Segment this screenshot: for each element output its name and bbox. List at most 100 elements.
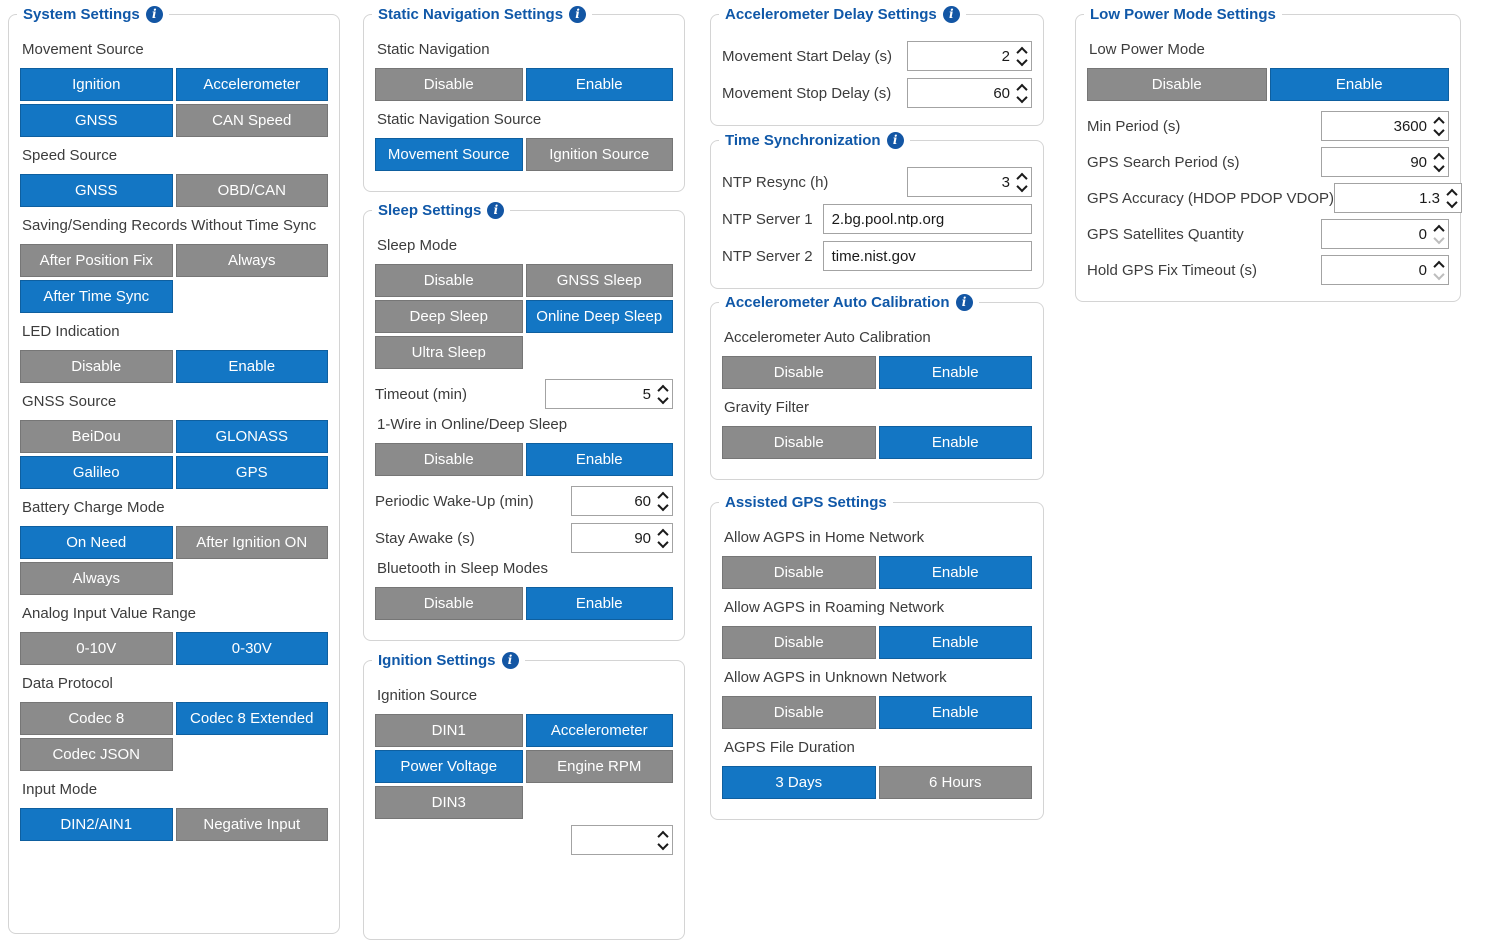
spinner-up[interactable] [657,491,669,503]
gps-search-period-s-input[interactable]: 90 [1321,147,1449,177]
spinner-up[interactable] [1433,260,1445,272]
toggle-can-speed[interactable]: CAN Speed [175,104,328,137]
gps-accuracy-hdop-pdop-vdop-input[interactable]: 1.3 [1334,183,1463,213]
toggle-after-time-sync[interactable]: After Time Sync [20,280,173,313]
spinner-up[interactable] [657,830,669,842]
toggle-codec-8-extended[interactable]: Codec 8 Extended [175,702,328,735]
toggle-always[interactable]: Always [20,562,173,595]
toggle-always[interactable]: Always [175,244,328,277]
toggle-disable[interactable]: Disable [722,556,876,589]
spinner-up[interactable] [1016,172,1028,184]
toggle-gps[interactable]: GPS [175,456,328,489]
info-icon[interactable]: i [886,132,904,149]
toggle-din2-ain1[interactable]: DIN2/AIN1 [20,808,173,841]
spinner-up[interactable] [657,528,669,540]
toggle-disable[interactable]: Disable [722,426,876,459]
spinner-up[interactable] [1433,224,1445,236]
x-input[interactable] [571,825,673,855]
toggle-enable[interactable]: Enable [878,696,1032,729]
toggle-ignition-source[interactable]: Ignition Source [525,138,673,171]
info-icon[interactable]: i [487,202,505,219]
toggle-ultra-sleep[interactable]: Ultra Sleep [375,336,523,369]
ntp-server-1-input[interactable]: 2.bg.pool.ntp.org [822,204,1032,234]
toggle-online-deep-sleep[interactable]: Online Deep Sleep [525,300,673,333]
info-icon[interactable]: i [942,6,960,23]
spinner-down[interactable] [657,499,669,511]
toggle-disable[interactable]: Disable [375,587,523,620]
movement-start-delay-s-input[interactable]: 2 [907,41,1032,71]
toggle-disable[interactable]: Disable [20,350,173,383]
spinner-down[interactable] [1433,268,1445,280]
toggle-accelerometer[interactable]: Accelerometer [175,68,328,101]
info-icon[interactable]: i [955,294,973,311]
toggle-codec-8[interactable]: Codec 8 [20,702,173,735]
spinner-up[interactable] [1446,188,1458,200]
toggle-enable[interactable]: Enable [525,68,673,101]
toggle-galileo[interactable]: Galileo [20,456,173,489]
toggle-after-position-fix[interactable]: After Position Fix [20,244,173,277]
hold-gps-fix-timeout-s-input[interactable]: 0 [1321,255,1449,285]
toggle-enable[interactable]: Enable [175,350,328,383]
stay-awake-s-input[interactable]: 90 [571,523,673,553]
toggle-after-ignition-on[interactable]: After Ignition ON [175,526,328,559]
toggle-enable[interactable]: Enable [878,426,1032,459]
spinner-down[interactable] [1016,180,1028,192]
toggle-disable[interactable]: Disable [722,356,876,389]
toggle-power-voltage[interactable]: Power Voltage [375,750,523,783]
info-icon[interactable]: i [145,6,163,23]
gps-satellites-quantity-input[interactable]: 0 [1321,219,1449,249]
spinner-up[interactable] [1433,152,1445,164]
toggle-gnss[interactable]: GNSS [20,104,173,137]
toggle-gnss[interactable]: GNSS [20,174,173,207]
toggle-gnss-sleep[interactable]: GNSS Sleep [525,264,673,297]
toggle-din1[interactable]: DIN1 [375,714,523,747]
toggle-deep-sleep[interactable]: Deep Sleep [375,300,523,333]
toggle-disable[interactable]: Disable [375,443,523,476]
toggle-enable[interactable]: Enable [525,443,673,476]
periodic-wake-up-min-input[interactable]: 60 [571,486,673,516]
toggle-din3[interactable]: DIN3 [375,786,523,819]
toggle-disable[interactable]: Disable [375,68,523,101]
spinner-down[interactable] [1016,91,1028,103]
toggle-disable[interactable]: Disable [375,264,523,297]
toggle-beidou[interactable]: BeiDou [20,420,173,453]
toggle-disable[interactable]: Disable [722,626,876,659]
toggle-ignition[interactable]: Ignition [20,68,173,101]
toggle-disable[interactable]: Disable [722,696,876,729]
toggle-enable[interactable]: Enable [878,626,1032,659]
spinner-up[interactable] [657,384,669,396]
toggle-enable[interactable]: Enable [878,356,1032,389]
spinner-down[interactable] [1016,54,1028,66]
toggle-glonass[interactable]: GLONASS [175,420,328,453]
timeout-min-input[interactable]: 5 [545,379,673,409]
toggle-disable[interactable]: Disable [1087,68,1267,101]
toggle-enable[interactable]: Enable [1269,68,1449,101]
toggle-0-10v[interactable]: 0-10V [20,632,173,665]
spinner-down[interactable] [657,838,669,850]
spinner-down[interactable] [1433,124,1445,136]
spinner-up[interactable] [1433,116,1445,128]
info-icon[interactable]: i [501,652,519,669]
spinner-up[interactable] [1016,46,1028,58]
ntp-resync-h-input[interactable]: 3 [907,167,1032,197]
spinner-down[interactable] [1446,196,1458,208]
toggle-movement-source[interactable]: Movement Source [375,138,523,171]
movement-stop-delay-s-input[interactable]: 60 [907,78,1032,108]
toggle-6-hours[interactable]: 6 Hours [878,766,1032,799]
toggle-enable[interactable]: Enable [525,587,673,620]
toggle-0-30v[interactable]: 0-30V [175,632,328,665]
toggle-accelerometer[interactable]: Accelerometer [525,714,673,747]
toggle-negative-input[interactable]: Negative Input [175,808,328,841]
spinner-up[interactable] [1016,83,1028,95]
toggle-3-days[interactable]: 3 Days [722,766,876,799]
toggle-on-need[interactable]: On Need [20,526,173,559]
spinner-down[interactable] [657,392,669,404]
toggle-enable[interactable]: Enable [878,556,1032,589]
spinner-down[interactable] [1433,160,1445,172]
toggle-engine-rpm[interactable]: Engine RPM [525,750,673,783]
spinner-down[interactable] [657,536,669,548]
spinner-down[interactable] [1433,232,1445,244]
toggle-obd-can[interactable]: OBD/CAN [175,174,328,207]
ntp-server-2-input[interactable]: time.nist.gov [822,241,1032,271]
info-icon[interactable]: i [569,6,587,23]
